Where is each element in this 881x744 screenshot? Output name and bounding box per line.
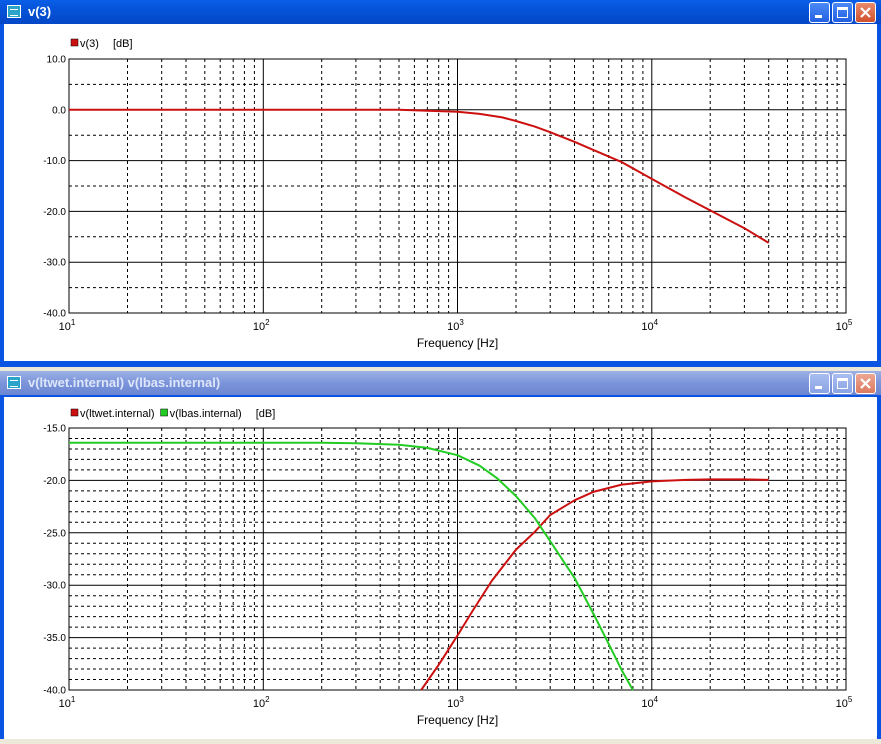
window-2-app-icon[interactable] bbox=[7, 376, 21, 389]
window-1-plot-area: 10.0 0.0 -10.0 -20.0 -30.0 -40.0 101 102 103 104 1… bbox=[4, 24, 877, 361]
w2-legend-label: v(ltwet.internal) bbox=[80, 408, 155, 420]
w2-y-tick-label: -40.0 bbox=[43, 686, 66, 697]
w1-grid bbox=[69, 59, 846, 313]
w2-x-tick-label: 102 bbox=[253, 695, 270, 710]
w2-y-tick-label: -15.0 bbox=[43, 424, 66, 435]
window-1-minimize-button[interactable] bbox=[809, 2, 830, 23]
w2-y-tick-label: -30.0 bbox=[43, 581, 66, 592]
w1-plot-frame bbox=[68, 58, 847, 314]
window-2-titlebar[interactable]: v(ltwet.internal) v(lbas.internal) bbox=[0, 371, 881, 395]
window-2-close-button[interactable] bbox=[855, 373, 876, 394]
w2-y-tick-label: -20.0 bbox=[43, 476, 66, 487]
w1-legend-label: v(3) bbox=[80, 38, 99, 50]
w1-y-tick-label: -40.0 bbox=[43, 309, 66, 320]
w1-legend-unit: [dB] bbox=[113, 38, 133, 50]
window-1-maximize-button[interactable] bbox=[832, 2, 853, 23]
window-2-minimize-button[interactable] bbox=[809, 373, 830, 394]
window-1-title: v(3) bbox=[28, 4, 52, 19]
w1-x-tick-label: 105 bbox=[836, 318, 853, 333]
w2-y-tick-label: -25.0 bbox=[43, 528, 66, 539]
w1-x-axis-label: Frequency [Hz] bbox=[417, 336, 498, 350]
w2-x-axis-label: Frequency [Hz] bbox=[417, 713, 498, 727]
w2-series-line-2 bbox=[69, 441, 634, 691]
w1-x-tick-label: 101 bbox=[59, 318, 76, 333]
window-2-plot-area: -15.0 -20.0 -25.0 -30.0 -35.0 -40.0 101 102 103 1… bbox=[4, 397, 877, 739]
plot-window-2: v(ltwet.internal) v(lbas.internal) -15.0… bbox=[0, 371, 881, 739]
w2-grid bbox=[69, 428, 846, 690]
plot-window-1: v(3) 10.0 0.0 -10.0 -20.0 -30.0 -40.0 101 102 10… bbox=[0, 0, 881, 367]
w2-legend-unit: [dB] bbox=[256, 408, 276, 420]
w1-y-tick-label: -20.0 bbox=[43, 207, 66, 218]
w1-x-tick-label: 104 bbox=[641, 318, 658, 333]
w2-x-tick-label: 101 bbox=[59, 695, 76, 710]
w2-legend-swatch bbox=[160, 408, 168, 417]
window-1-titlebar[interactable]: v(3) bbox=[0, 0, 881, 24]
window-2-title: v(ltwet.internal) v(lbas.internal) bbox=[28, 375, 221, 390]
w2-series-line-1 bbox=[420, 478, 769, 691]
w1-y-tick-label: -10.0 bbox=[43, 156, 66, 167]
w1-y-tick-label: 10.0 bbox=[47, 55, 67, 66]
w1-y-tick-label: 0.0 bbox=[52, 105, 66, 116]
window-1-close-button[interactable] bbox=[855, 2, 876, 23]
w2-x-tick-label: 103 bbox=[447, 695, 464, 710]
window-2-maximize-button[interactable] bbox=[832, 373, 853, 394]
w2-legend-label: v(lbas.internal) bbox=[170, 408, 242, 420]
w2-x-tick-label: 104 bbox=[641, 695, 658, 710]
w1-x-tick-label: 103 bbox=[447, 318, 464, 333]
w1-x-tick-label: 102 bbox=[253, 318, 270, 333]
w2-y-tick-label: -35.0 bbox=[43, 633, 66, 644]
w2-x-tick-label: 105 bbox=[836, 695, 853, 710]
w1-series-line-1 bbox=[69, 108, 770, 244]
w2-legend-swatch bbox=[70, 408, 79, 417]
window-1-app-icon[interactable] bbox=[7, 5, 21, 18]
w2-plot-frame bbox=[68, 427, 847, 691]
w1-legend-swatch bbox=[70, 38, 79, 47]
w1-y-tick-label: -30.0 bbox=[43, 258, 66, 269]
